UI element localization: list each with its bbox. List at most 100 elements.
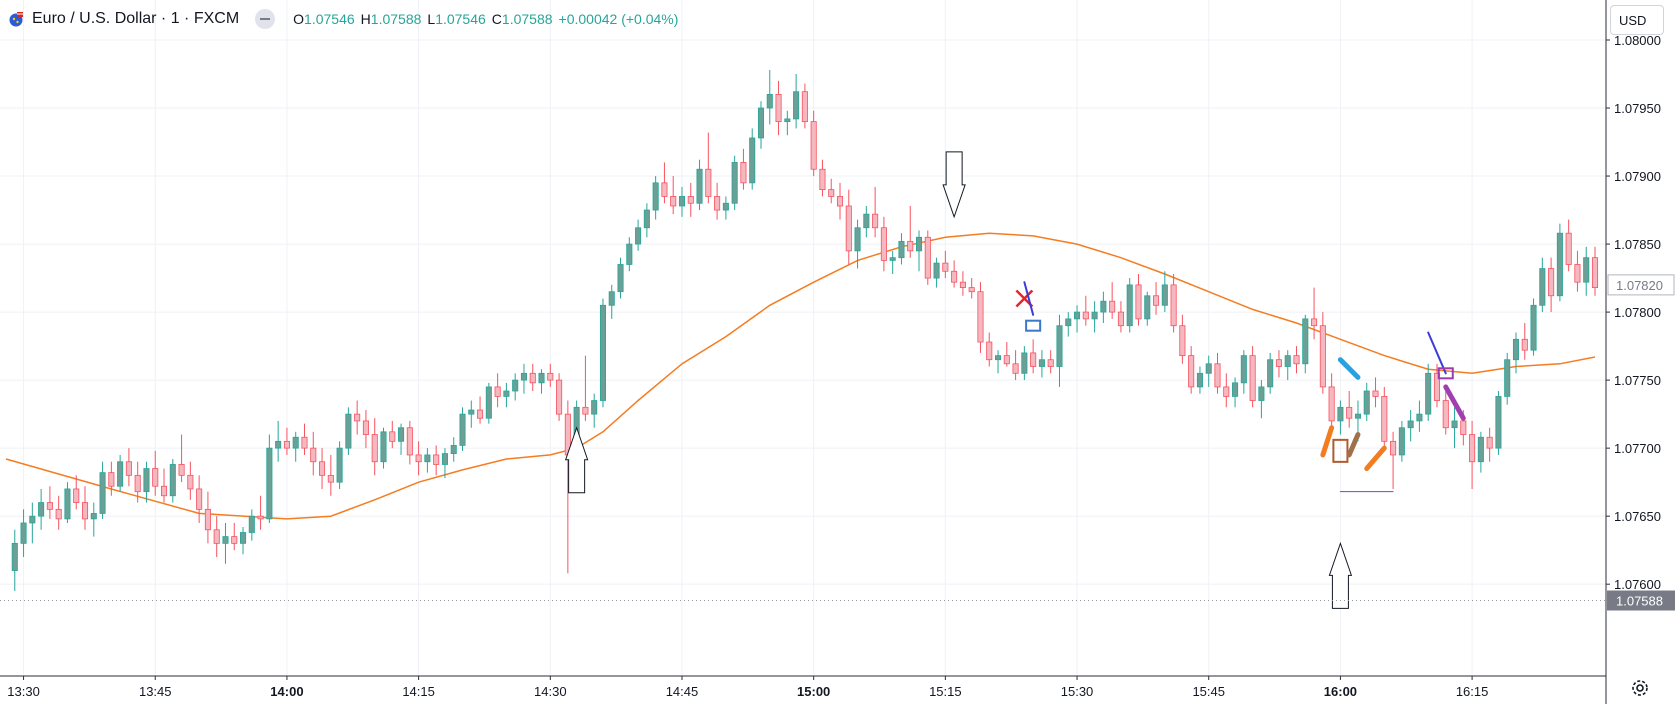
candle-body <box>994 355 1002 361</box>
candle <box>828 178 835 204</box>
candle <box>1003 342 1010 367</box>
candle <box>1416 400 1423 432</box>
candle-body <box>1390 440 1397 456</box>
candle-body <box>1486 436 1493 449</box>
candle <box>1504 352 1511 405</box>
candle <box>239 527 247 555</box>
candle-body <box>1091 311 1098 320</box>
low-label: L <box>427 11 436 27</box>
candle <box>1100 291 1107 323</box>
candle <box>977 282 984 353</box>
candle <box>1486 427 1493 462</box>
candle <box>907 205 914 258</box>
candle <box>117 454 124 492</box>
candle <box>1038 350 1045 378</box>
time-tick-label: 13:30 <box>7 684 40 699</box>
candle-body <box>828 189 835 197</box>
candle <box>784 110 791 136</box>
drawings-layer[interactable] <box>564 151 1466 609</box>
candle <box>477 396 484 424</box>
candle-body <box>1591 257 1599 289</box>
candle <box>1144 291 1151 326</box>
candle <box>836 182 844 220</box>
open-value: 1.07546 <box>304 11 355 27</box>
candle-body <box>705 168 712 197</box>
candle-body <box>626 243 633 265</box>
candle <box>775 80 782 136</box>
candle <box>1495 391 1502 455</box>
candle <box>898 233 905 265</box>
candle <box>529 363 536 391</box>
candle <box>1451 407 1458 449</box>
low-value: 1.07546 <box>435 11 486 27</box>
candle-body <box>1565 232 1572 265</box>
candle-body <box>362 420 369 435</box>
close-value: 1.07588 <box>501 11 553 27</box>
candle-body <box>1258 386 1265 401</box>
candle <box>1574 250 1581 292</box>
candle <box>670 176 677 215</box>
candle <box>626 237 633 272</box>
candle <box>1346 391 1353 428</box>
candle-body <box>959 281 966 289</box>
candle-body <box>1275 359 1282 367</box>
candle <box>1205 355 1212 387</box>
candle <box>354 400 361 435</box>
gear-icon[interactable] <box>1628 676 1652 700</box>
candle <box>933 257 940 288</box>
candle <box>108 461 115 496</box>
candle <box>845 189 852 265</box>
candle-body <box>1249 355 1256 401</box>
candle <box>468 400 475 428</box>
candle-body <box>1372 390 1379 397</box>
candle-body <box>152 468 159 487</box>
candle-body <box>38 502 45 517</box>
open-label: O <box>293 11 305 27</box>
candle-body <box>1346 406 1353 419</box>
candle <box>1135 274 1142 326</box>
candle-body <box>266 447 273 520</box>
candle-body <box>1153 295 1160 306</box>
candle-body <box>757 107 765 139</box>
time-tick-label: 14:15 <box>402 684 435 699</box>
candle-body <box>1319 325 1326 388</box>
ohlc-values: O1.07546 H1.07588 L1.07546 C1.07588 +0.0… <box>293 11 678 27</box>
candle <box>187 461 194 500</box>
candle-body <box>1126 284 1133 327</box>
candle <box>617 257 624 299</box>
trend-line-drawing <box>1427 331 1447 375</box>
trend-line-drawing <box>1364 445 1387 472</box>
candle <box>450 437 457 462</box>
candle <box>134 461 141 503</box>
currency-select[interactable]: USD <box>1610 5 1664 35</box>
trend-line-drawing <box>1320 425 1335 458</box>
candle <box>714 182 721 220</box>
candle <box>678 186 686 217</box>
candle <box>810 110 817 177</box>
candle-body <box>1381 396 1388 442</box>
candle-body <box>389 431 396 442</box>
candle <box>1521 322 1528 360</box>
eye-icon[interactable] <box>255 9 276 29</box>
candle-body <box>986 341 993 361</box>
candle-body <box>503 390 510 397</box>
candle <box>38 488 45 530</box>
candle-body <box>889 257 896 261</box>
candle-body <box>1433 372 1441 401</box>
candle <box>406 420 413 465</box>
candle-body <box>55 508 62 520</box>
candle <box>951 260 958 288</box>
candle-body <box>1556 232 1563 297</box>
candle-body <box>371 434 378 463</box>
candle <box>661 162 668 204</box>
symbol-title[interactable]: Euro / U.S. Dollar · 1 · FXCM <box>32 10 240 27</box>
price-tick-label: 1.07750 <box>1614 373 1661 388</box>
candle-body <box>1232 382 1239 397</box>
candle-body <box>108 472 115 487</box>
trend-line-drawing <box>1337 357 1361 380</box>
flag-globe-icon[interactable] <box>8 11 24 27</box>
candle <box>819 159 826 197</box>
candle-body <box>819 168 826 191</box>
candle <box>749 128 756 190</box>
